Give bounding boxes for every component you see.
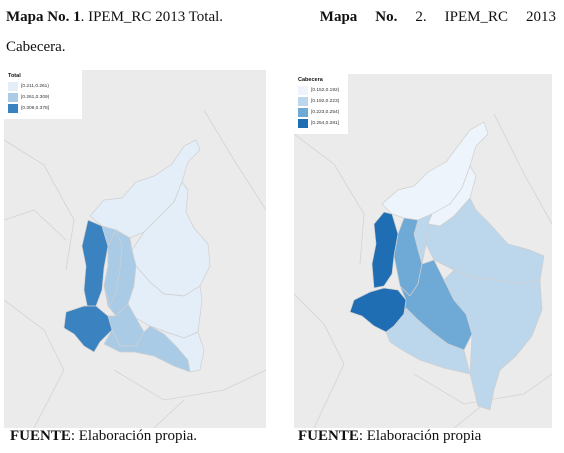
map-2-region-putumayo [385, 307, 471, 375]
map-2-legend-label: [0.152,0.192) [311, 88, 340, 93]
map-1-legend: Total [0.211,0.261) [0.261,0.309) [0.309… [4, 70, 82, 119]
map-1-region-huila-tolima [103, 229, 123, 308]
caption-line-2: Cabecera. [6, 39, 66, 55]
map-2-source-text: : Elaboración propia [358, 428, 482, 444]
map-1-region-amazon-east [149, 325, 205, 373]
caption-line-1: Mapa No. 1. IPEM_RC 2013 Total. Mapa No.… [6, 2, 556, 32]
map-1-legend-item: [0.211,0.261) [8, 82, 78, 91]
map1-caption-title: . IPEM_RC 2013 Total. [80, 9, 224, 25]
map-1-legend-label: [0.261,0.309) [21, 95, 50, 100]
map-2-region-eastern-plains [413, 213, 433, 265]
map-2-legend-label: [0.223,0.254) [311, 110, 340, 115]
map-1-source-text: : Elaboración propia. [70, 428, 198, 444]
map-1-panel: Total [0.211,0.261) [0.261,0.309) [0.309… [4, 70, 266, 428]
map2-caption-word2: No. [375, 9, 398, 25]
map-2-surroundings [294, 113, 552, 428]
map2-caption-number: 2. [415, 9, 427, 25]
map1-caption-label: Mapa No. 1 [6, 9, 81, 25]
map-1-legend-swatch [8, 93, 18, 102]
map-1-svg [4, 109, 266, 428]
map-2-legend-item: [0.254,0.281] [298, 119, 344, 128]
map-2-legend-swatch [298, 108, 308, 117]
map-1-legend-title: Total [8, 73, 21, 79]
map1-caption: Mapa No. 1. IPEM_RC 2013 Total. [6, 2, 223, 32]
figure-caption: Mapa No. 1. IPEM_RC 2013 Total. Mapa No.… [6, 2, 556, 62]
map-2-legend-title: Cabecera [298, 77, 323, 83]
map-1-source-label: FUENTE [10, 428, 71, 444]
map-1-region-pacific-south [63, 305, 117, 353]
map-1-legend-item: [0.261,0.309) [8, 93, 78, 102]
map-1-regions [63, 139, 211, 373]
map-1-legend-item: [0.309,0.378] [8, 104, 78, 113]
map-2-svg [294, 113, 552, 428]
map-2-regions [349, 121, 545, 411]
map2-caption-word1: Mapa [319, 9, 358, 25]
map2-caption-year: 2013 [526, 9, 556, 25]
map-1-legend-label: [0.309,0.378] [21, 106, 50, 111]
map-2-legend-swatch [298, 97, 308, 106]
map-2-legend-swatch [298, 86, 308, 95]
map-1-legend-swatch [8, 82, 18, 91]
map-2-region-choco [371, 211, 399, 289]
map-2-legend-item: [0.223,0.254) [298, 108, 344, 117]
map-2-source-label: FUENTE [298, 428, 359, 444]
map2-caption-code: IPEM_RC [444, 9, 508, 25]
map-2-legend-label: [0.254,0.281] [311, 121, 340, 126]
map-1-surroundings [4, 109, 266, 428]
map-2-legend: Cabecera [0.152,0.192) [0.192,0.223) [0.… [294, 74, 348, 134]
map-2-legend-label: [0.192,0.223) [311, 99, 340, 104]
map-2-legend-item: [0.192,0.223) [298, 97, 344, 106]
map-1-source: FUENTE: Elaboración propia. [10, 428, 197, 445]
map-2-region-amazon [443, 269, 543, 411]
map-2-source: FUENTE: Elaboración propia [298, 428, 481, 445]
map-1-legend-label: [0.211,0.261) [21, 84, 49, 89]
map2-caption: Mapa No. 2. IPEM_RC 2013 [320, 2, 556, 32]
map-1-legend-swatch [8, 104, 18, 113]
map-2-legend-item: [0.152,0.192) [298, 86, 344, 95]
map-2-legend-swatch [298, 119, 308, 128]
map-2-panel: Cabecera [0.152,0.192) [0.192,0.223) [0.… [294, 74, 552, 428]
